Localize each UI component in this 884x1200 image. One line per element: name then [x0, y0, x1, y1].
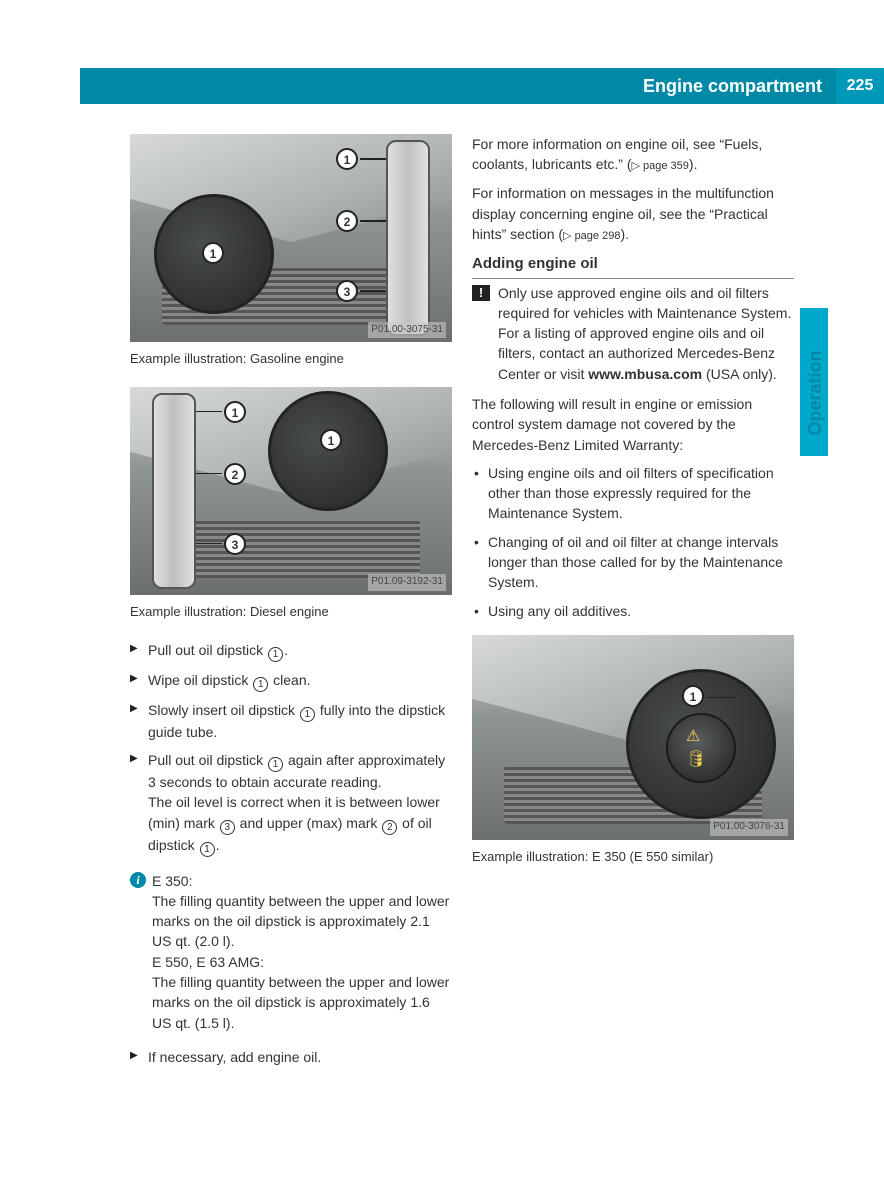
callout-3b: 3 — [224, 533, 246, 555]
url-text: www.mbusa.com — [588, 366, 702, 382]
circled-1-icon: 1 — [300, 707, 315, 722]
callout-2b: 2 — [224, 463, 246, 485]
body-text: The following will result in engine or e… — [472, 394, 794, 455]
callout-1: 1 — [202, 242, 224, 264]
header-title: Engine compartment — [80, 68, 836, 104]
procedure-steps: Pull out oil dipstick 1. Wipe oil dipsti… — [130, 640, 452, 857]
page-ref: ▷ page 359 — [632, 160, 689, 172]
circled-1-icon: 1 — [253, 677, 268, 692]
info-text: The filling quantity between the upper a… — [152, 893, 449, 950]
content-columns: 1 1 2 3 P01.00-3075-31 Example illustrat… — [0, 104, 884, 1121]
figure-ref: P01.00-3076-31 — [710, 819, 788, 836]
step-item: Pull out oil dipstick 1. — [130, 640, 452, 662]
bullet-item: Using engine oils and oil filters of spe… — [472, 463, 794, 524]
figure-caption: Example illustration: Diesel engine — [130, 603, 452, 622]
figure-caption: Example illustration: Gasoline engine — [130, 350, 452, 369]
figure-ref: P01.00-3075-31 — [368, 322, 446, 339]
callout-1c: 1 — [320, 429, 342, 451]
page-number: 225 — [836, 68, 884, 104]
figure-gasoline-engine: 1 1 2 3 P01.00-3075-31 — [130, 134, 452, 342]
step-item: Pull out oil dipstick 1 again after appr… — [130, 750, 452, 857]
body-text: For more information on engine oil, see … — [472, 134, 794, 175]
circled-1-icon: 1 — [200, 842, 215, 857]
step-item: If necessary, add engine oil. — [130, 1047, 452, 1067]
page-ref: ▷ page 298 — [563, 230, 620, 242]
step-item: Wipe oil dipstick 1 clean. — [130, 670, 452, 692]
info-heading: E 550, E 63 AMG: — [152, 954, 264, 970]
figure-caption: Example illustration: E 350 (E 550 simil… — [472, 848, 794, 867]
bullet-item: Changing of oil and oil filter at change… — [472, 532, 794, 593]
callout-1d: 1 — [224, 401, 246, 423]
column-left: 1 1 2 3 P01.00-3075-31 Example illustrat… — [130, 134, 452, 1081]
info-note: i E 350: The filling quantity between th… — [130, 871, 452, 1033]
body-text: For information on messages in the multi… — [472, 183, 794, 245]
important-icon: ! — [472, 285, 490, 301]
warranty-bullets: Using engine oils and oil filters of spe… — [472, 463, 794, 621]
figure-ref: P01.09-3192-31 — [368, 574, 446, 591]
circled-1-icon: 1 — [268, 647, 283, 662]
section-tab-label: Operation — [802, 328, 828, 458]
figure-diesel-engine: 1 1 2 3 P01.09-3192-31 — [130, 387, 452, 595]
figure-oil-cap: ⚠ 🛢 1 P01.00-3076-31 — [472, 635, 794, 840]
circled-2-icon: 2 — [382, 820, 397, 835]
callout-2: 2 — [336, 210, 358, 232]
info-text: The filling quantity between the upper a… — [152, 974, 449, 1031]
oil-can-icon: ⚠ 🛢 — [686, 733, 716, 763]
callout-3: 3 — [336, 280, 358, 302]
bullet-item: Using any oil additives. — [472, 601, 794, 621]
important-note: ! Only use approved engine oils and oil … — [472, 283, 794, 384]
circled-3-icon: 3 — [220, 820, 235, 835]
callout-1b: 1 — [336, 148, 358, 170]
step-item: Slowly insert oil dipstick 1 fully into … — [130, 700, 452, 742]
subheading: Adding engine oil — [472, 253, 794, 279]
column-right: For more information on engine oil, see … — [472, 134, 794, 1081]
circled-1-icon: 1 — [268, 757, 283, 772]
info-icon: i — [130, 872, 146, 888]
callout-1e: 1 — [682, 685, 704, 707]
procedure-steps: If necessary, add engine oil. — [130, 1047, 452, 1067]
page-header: Engine compartment 225 — [80, 68, 884, 104]
info-heading: E 350: — [152, 873, 192, 889]
